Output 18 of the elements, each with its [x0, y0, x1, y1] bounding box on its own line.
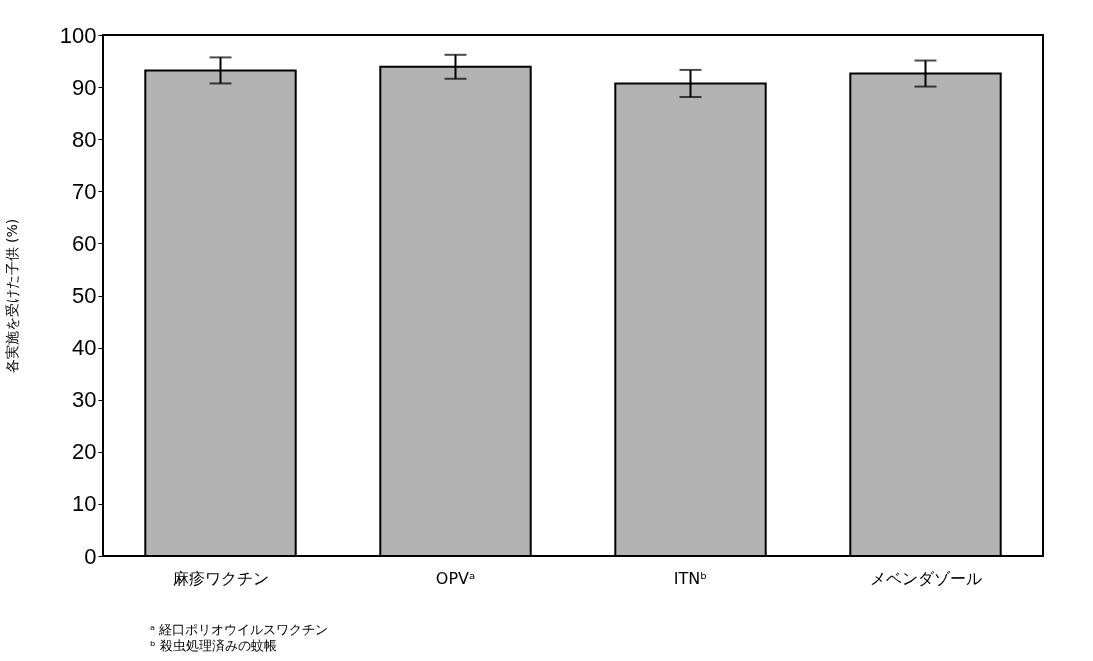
text: ᵃ 経口ポリオウイルスワクチン — [150, 622, 329, 638]
x-tick-label: メベンダゾール — [869, 568, 982, 588]
y-tick-label: 20 — [72, 439, 97, 465]
y-tick-label: 30 — [72, 387, 97, 413]
text: ᵇ 殺虫処理済みの蚊帳 — [150, 638, 278, 654]
y-axis-title: 各実施を受けた子供 (%) — [3, 218, 20, 374]
x-tick-label: 麻疹ワクチン — [172, 568, 269, 588]
y-tick-label: 40 — [72, 335, 97, 361]
y-tick-label: 10 — [72, 491, 97, 517]
x-tick-label: OPVᵃ — [435, 568, 476, 588]
y-tick-label: 50 — [72, 283, 97, 308]
y-tick-label: 100 — [59, 22, 97, 48]
y-tick-label: 60 — [72, 230, 97, 256]
y-tick-label: 70 — [72, 178, 97, 204]
x-tick-label: ITNᵇ — [673, 568, 708, 588]
y-tick-label: 0 — [84, 543, 97, 569]
y-tick-label: 90 — [72, 74, 97, 100]
y-tick-label: 80 — [72, 126, 97, 152]
